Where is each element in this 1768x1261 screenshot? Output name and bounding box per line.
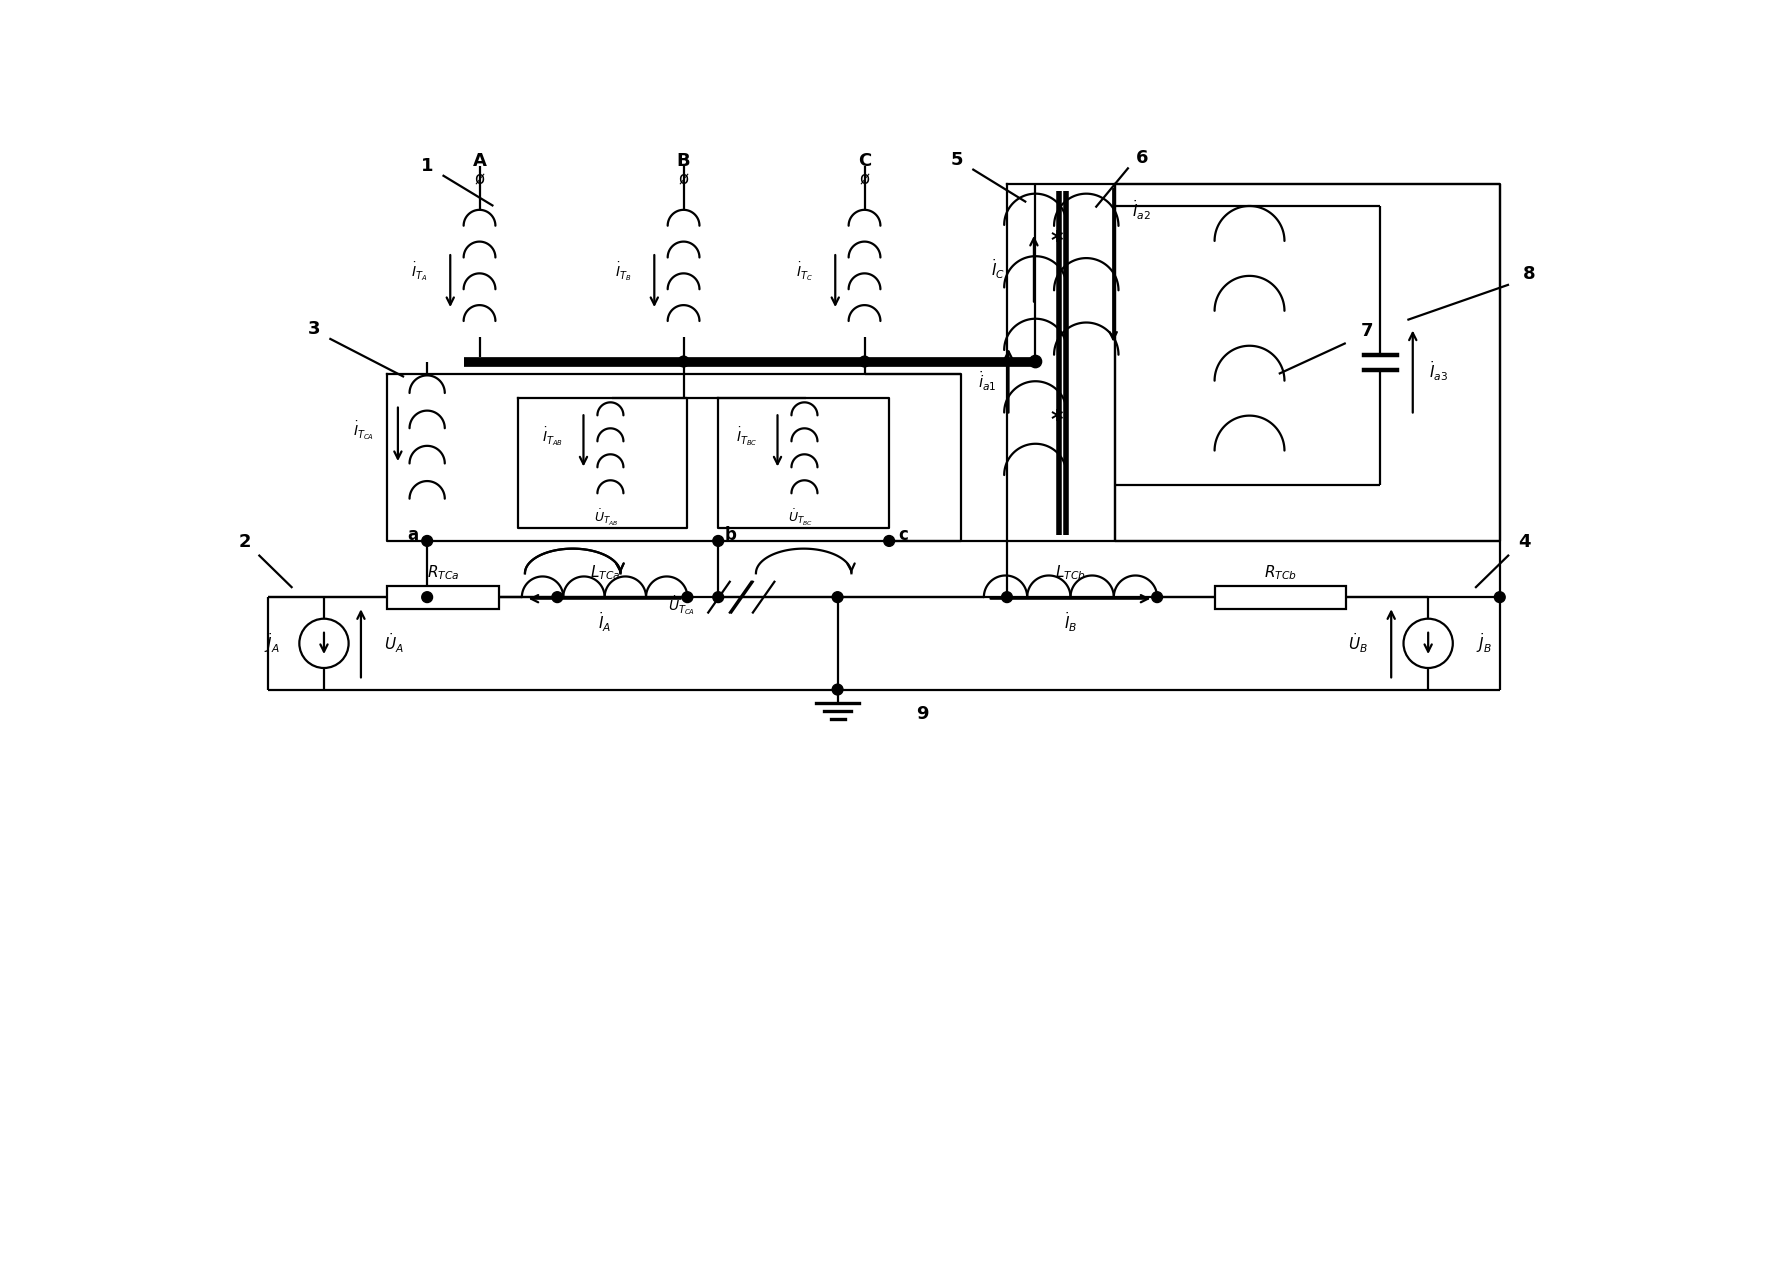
- Circle shape: [713, 536, 723, 546]
- Text: 4: 4: [1519, 532, 1531, 551]
- Text: 6: 6: [1135, 149, 1147, 168]
- Text: $\dot{U}_{T_{AB}}$: $\dot{U}_{T_{AB}}$: [594, 508, 619, 528]
- Text: $\dot{J}_B$: $\dot{J}_B$: [1476, 632, 1492, 656]
- Text: 7: 7: [1360, 322, 1372, 339]
- Text: 3: 3: [308, 320, 320, 338]
- Circle shape: [679, 356, 690, 367]
- Text: A: A: [472, 153, 486, 170]
- Circle shape: [1494, 591, 1505, 603]
- Circle shape: [552, 591, 562, 603]
- Text: *: *: [1050, 228, 1063, 252]
- Text: $\dot{I}_B$: $\dot{I}_B$: [1064, 610, 1077, 633]
- Text: C: C: [857, 153, 872, 170]
- Circle shape: [423, 591, 433, 603]
- Text: $\dot{I}_{C}$: $\dot{I}_{C}$: [992, 257, 1006, 281]
- Text: ø: ø: [474, 170, 484, 188]
- Text: 8: 8: [1522, 265, 1535, 282]
- Text: $\dot{U}_B$: $\dot{U}_B$: [1349, 632, 1368, 656]
- Text: ø: ø: [679, 170, 688, 188]
- Text: $\dot{i}_{a1}$: $\dot{i}_{a1}$: [978, 369, 997, 393]
- Text: b: b: [725, 526, 735, 543]
- Circle shape: [859, 356, 870, 367]
- Text: $L_{TCa}$: $L_{TCa}$: [589, 564, 621, 581]
- Text: $\dot{I}_{T_{CA}}$: $\dot{I}_{T_{CA}}$: [354, 420, 375, 443]
- Bar: [1215, 585, 1345, 609]
- Bar: [387, 585, 499, 609]
- Text: a: a: [407, 526, 417, 543]
- Circle shape: [713, 591, 723, 603]
- Text: $L_{TCb}$: $L_{TCb}$: [1055, 564, 1086, 581]
- Text: $\dot{U}_A$: $\dot{U}_A$: [384, 632, 403, 656]
- Text: $\dot{I}_A$: $\dot{I}_A$: [598, 610, 612, 633]
- Text: $R_{TCb}$: $R_{TCb}$: [1264, 564, 1296, 581]
- Text: $\dot{J}_A$: $\dot{J}_A$: [263, 632, 279, 656]
- Circle shape: [833, 591, 843, 603]
- Text: $\dot{I}_{T_{BC}}$: $\dot{I}_{T_{BC}}$: [735, 426, 757, 449]
- Text: $\dot{I}_{T_{AB}}$: $\dot{I}_{T_{AB}}$: [543, 426, 564, 449]
- Text: 9: 9: [916, 705, 928, 724]
- Text: 1: 1: [421, 156, 433, 175]
- Text: $\dot{I}_{T_C}$: $\dot{I}_{T_C}$: [796, 260, 813, 282]
- Circle shape: [1029, 356, 1041, 368]
- Circle shape: [682, 591, 693, 603]
- Text: $\dot{I}_{T_A}$: $\dot{I}_{T_A}$: [412, 260, 428, 282]
- Text: B: B: [677, 153, 690, 170]
- Circle shape: [833, 685, 843, 695]
- Text: *: *: [1050, 409, 1063, 433]
- Text: $\dot{I}_{a2}$: $\dot{I}_{a2}$: [1132, 199, 1151, 222]
- Text: $\dot{U}_{T_{BC}}$: $\dot{U}_{T_{BC}}$: [789, 508, 813, 528]
- Text: $\dot{I}_{a3}$: $\dot{I}_{a3}$: [1429, 359, 1448, 383]
- Text: c: c: [898, 526, 909, 543]
- Text: $\dot{I}_{T_B}$: $\dot{I}_{T_B}$: [615, 260, 631, 282]
- Text: 2: 2: [239, 532, 251, 551]
- Circle shape: [423, 536, 433, 546]
- Circle shape: [1151, 591, 1163, 603]
- Text: $\dot{U}_{T_{CA}}$: $\dot{U}_{T_{CA}}$: [668, 594, 695, 617]
- Text: ø: ø: [859, 170, 870, 188]
- Text: 5: 5: [951, 151, 964, 169]
- Circle shape: [1002, 591, 1013, 603]
- Text: $R_{TCa}$: $R_{TCa}$: [426, 564, 460, 581]
- Circle shape: [884, 536, 895, 546]
